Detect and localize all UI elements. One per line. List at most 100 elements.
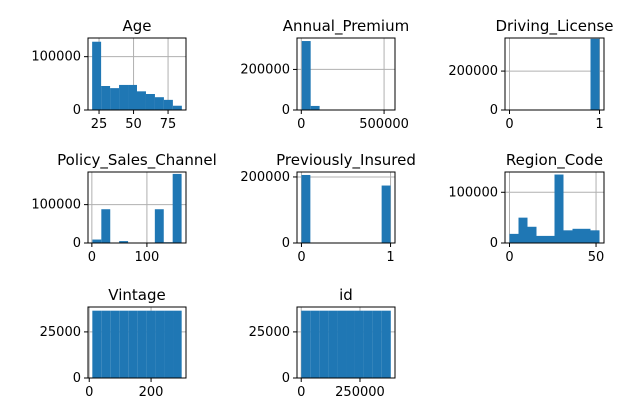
age-x-tick-label-0: 25 — [91, 117, 108, 132]
vintage-bar-0 — [92, 310, 102, 378]
region-code-bar-9 — [590, 230, 600, 243]
region-code-bar-5 — [554, 174, 564, 243]
annual-premium-bar-1 — [310, 105, 320, 110]
region-code-x-tick-label-0: 0 — [505, 250, 513, 265]
annual-premium-x-tick-label-0: 0 — [297, 117, 305, 132]
driving-license-bar-9 — [590, 38, 600, 110]
vintage-y-tick-label-1: 25000 — [40, 325, 81, 340]
age-x-tick-label-1: 50 — [125, 117, 142, 132]
region-code-plot-frame — [504, 171, 605, 244]
policy-sales-channel-plot-frame — [87, 171, 187, 244]
age-bar-5 — [137, 91, 146, 110]
region-code-histogram: 0 50 0 100000 Region_Code — [448, 151, 605, 265]
age-plot-frame — [87, 37, 187, 111]
region-code-bar-1 — [518, 217, 528, 243]
id-bar-5 — [346, 310, 355, 378]
vintage-y-tick-label-0: 0 — [73, 371, 81, 386]
id-bar-7 — [363, 310, 373, 378]
policy-sales-channel-y-tick-label-0: 0 — [73, 236, 81, 251]
region-code-x-tick-label-1: 50 — [588, 250, 605, 265]
age-bar-6 — [145, 94, 155, 110]
age-y-tick-label-1: 100000 — [31, 50, 81, 65]
region-code-bar-3 — [536, 235, 546, 243]
annual-premium-bar-0 — [301, 41, 311, 110]
id-bar-8 — [372, 310, 382, 378]
vintage-histogram: 0 200 0 25000 Vintage — [40, 286, 187, 400]
policy-sales-channel-y-tick-label-1: 100000 — [31, 198, 81, 213]
driving-license-plot-frame — [504, 37, 605, 111]
vintage-bar-8 — [164, 310, 174, 378]
policy-sales-channel-bar-3 — [119, 241, 129, 243]
vintage-bar-6 — [146, 310, 156, 378]
vintage-bar-2 — [110, 310, 120, 378]
policy-sales-channel-histogram: 0 100 0 100000 Policy_Sales_Channel — [31, 151, 216, 265]
previously-insured-y-tick-label-0: 0 — [282, 236, 290, 251]
region-code-y-tick-label-0: 0 — [490, 236, 498, 251]
id-bar-6 — [354, 310, 364, 378]
id-bar-2 — [319, 310, 329, 378]
age-title: Age — [122, 17, 151, 35]
previously-insured-x-tick-label-0: 0 — [297, 250, 305, 265]
annual-premium-histogram: 0 500000 0 200000 Annual_Premium — [240, 17, 409, 132]
age-bar-8 — [163, 99, 173, 110]
region-code-bar-2 — [527, 226, 537, 243]
vintage-bar-7 — [155, 310, 165, 378]
previously-insured-plot-frame — [296, 171, 396, 244]
age-bar-1 — [101, 86, 111, 110]
region-code-y-tick-label-1: 100000 — [448, 185, 498, 200]
region-code-title: Region_Code — [506, 151, 603, 170]
policy-sales-channel-x-tick-label-1: 100 — [134, 250, 159, 265]
vintage-bar-4 — [128, 310, 138, 378]
region-code-bar-7 — [572, 228, 582, 243]
vintage-bar-3 — [119, 310, 129, 378]
id-bar-3 — [328, 310, 338, 378]
id-y-tick-label-0: 0 — [282, 371, 290, 386]
driving-license-x-tick-label-0: 0 — [505, 117, 513, 132]
driving-license-title: Driving_License — [495, 17, 613, 36]
driving-license-histogram: 0 1 0 200000 Driving_License — [448, 17, 613, 132]
id-bar-9 — [381, 310, 391, 378]
id-plot-frame — [296, 306, 396, 379]
id-histogram: 0 250000 0 25000 id — [249, 286, 396, 400]
policy-sales-channel-bar-9 — [172, 173, 182, 243]
policy-sales-channel-bar-7 — [154, 209, 164, 243]
vintage-bar-5 — [137, 310, 147, 378]
annual-premium-y-tick-label-1: 200000 — [240, 62, 290, 77]
vintage-title: Vintage — [108, 286, 165, 304]
policy-sales-channel-x-tick-label-0: 0 — [88, 250, 96, 265]
age-bar-2 — [110, 88, 120, 110]
vintage-bar-1 — [101, 310, 111, 378]
driving-license-y-tick-label-0: 0 — [490, 103, 498, 118]
previously-insured-x-tick-label-1: 1 — [386, 250, 394, 265]
policy-sales-channel-bar-0 — [92, 239, 102, 243]
id-bar-0 — [301, 310, 311, 378]
policy-sales-channel-title: Policy_Sales_Channel — [57, 151, 217, 170]
previously-insured-y-tick-label-1: 200000 — [240, 170, 290, 185]
age-x-tick-label-2: 75 — [160, 117, 177, 132]
age-histogram: 25 50 75 0 100000 Age — [31, 17, 187, 132]
annual-premium-x-tick-label-1: 500000 — [359, 117, 409, 132]
id-bar-1 — [310, 310, 320, 378]
age-y-tick-label-0: 0 — [73, 103, 81, 118]
age-bar-9 — [172, 105, 182, 110]
age-bar-4 — [128, 84, 137, 110]
age-bar-7 — [154, 97, 164, 110]
driving-license-y-tick-label-1: 200000 — [448, 64, 498, 79]
id-y-tick-label-1: 25000 — [249, 325, 290, 340]
policy-sales-channel-bar-1 — [101, 209, 111, 243]
age-bar-0 — [92, 41, 102, 110]
region-code-bar-0 — [509, 233, 519, 243]
id-bar-4 — [337, 310, 347, 378]
id-title: id — [339, 286, 353, 304]
vintage-plot-frame — [87, 306, 187, 379]
vintage-bar-9 — [173, 310, 182, 378]
vintage-x-tick-label-0: 0 — [85, 385, 93, 400]
id-x-tick-label-1: 250000 — [335, 385, 385, 400]
region-code-bar-4 — [545, 235, 555, 243]
previously-insured-title: Previously_Insured — [276, 151, 416, 170]
annual-premium-y-tick-label-0: 0 — [282, 103, 290, 118]
driving-license-x-tick-label-1: 1 — [595, 117, 603, 132]
annual-premium-title: Annual_Premium — [283, 17, 409, 36]
